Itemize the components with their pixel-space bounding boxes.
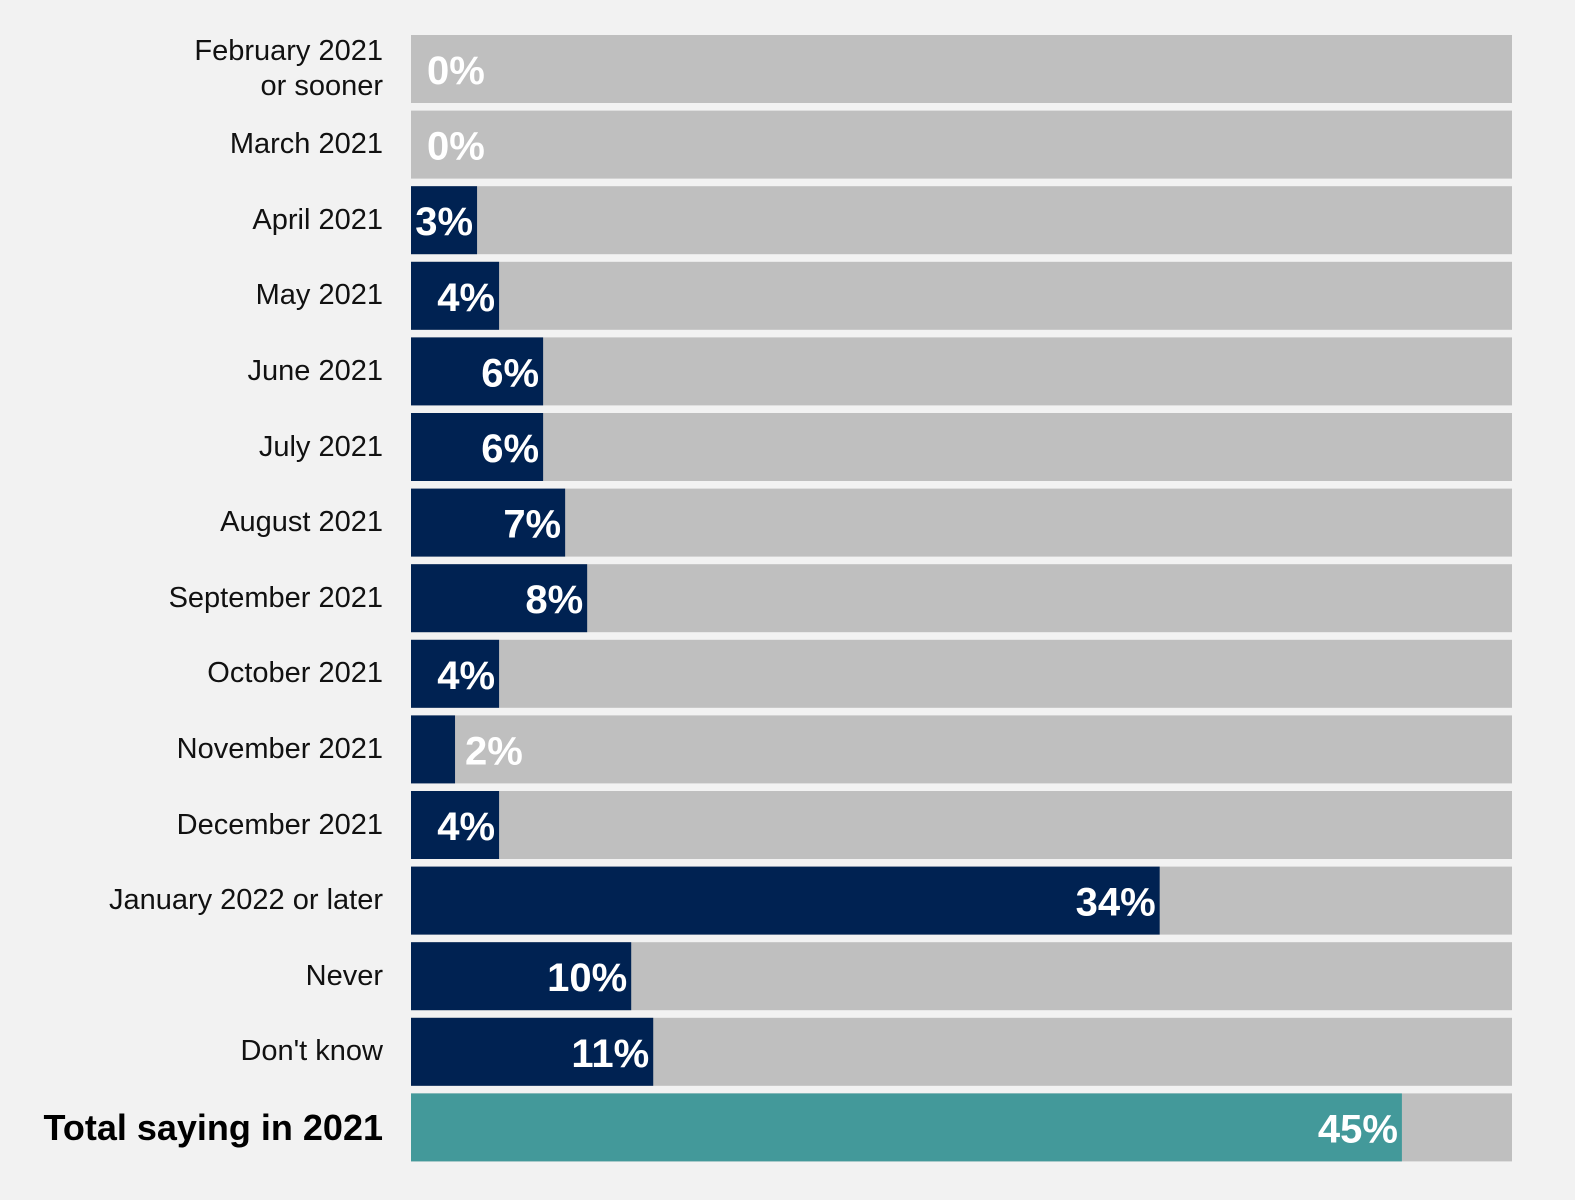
category-label: Total saying in 2021 bbox=[43, 1106, 383, 1148]
value-label: 11% bbox=[571, 1032, 649, 1076]
bar-track bbox=[411, 639, 1512, 708]
value-label: 6% bbox=[481, 427, 539, 471]
value-label: 34% bbox=[1076, 881, 1156, 925]
bar bbox=[411, 942, 632, 1011]
value-label: 7% bbox=[503, 503, 561, 547]
bar-track bbox=[411, 186, 1512, 255]
category-label: Don't know bbox=[240, 1035, 383, 1068]
bar bbox=[411, 261, 500, 330]
bar bbox=[411, 1017, 654, 1086]
value-label: 10% bbox=[547, 956, 627, 1000]
value-label: 0% bbox=[427, 125, 485, 169]
bar-track bbox=[411, 110, 1512, 179]
bar-track bbox=[411, 715, 1512, 784]
bar bbox=[411, 715, 456, 784]
category-label: September 2021 bbox=[168, 581, 383, 614]
bar bbox=[411, 413, 544, 481]
bar bbox=[411, 337, 544, 406]
value-label: 4% bbox=[437, 276, 495, 320]
category-label: November 2021 bbox=[176, 732, 383, 765]
bar-track bbox=[411, 337, 1512, 406]
bar-track bbox=[411, 413, 1512, 481]
category-label: October 2021 bbox=[207, 657, 383, 690]
category-label: December 2021 bbox=[176, 808, 383, 841]
category-label: May 2021 bbox=[255, 279, 383, 312]
value-label: 2% bbox=[465, 729, 523, 773]
value-label: 3% bbox=[415, 200, 473, 244]
category-label: February 2021 or sooner bbox=[194, 35, 383, 102]
bar-track bbox=[411, 35, 1512, 103]
bar bbox=[411, 791, 500, 859]
bar-track bbox=[411, 791, 1512, 859]
value-label: 6% bbox=[481, 351, 539, 395]
value-label: 45% bbox=[1318, 1107, 1398, 1151]
bar bbox=[411, 866, 1160, 935]
category-label: January 2022 or later bbox=[108, 884, 383, 917]
value-label: 4% bbox=[437, 805, 495, 849]
bar bbox=[411, 186, 478, 255]
category-label: March 2021 bbox=[229, 128, 383, 161]
category-label: Never bbox=[305, 959, 383, 992]
bar bbox=[411, 639, 500, 708]
bar bbox=[411, 564, 588, 633]
value-label: 4% bbox=[437, 654, 495, 698]
bar bbox=[411, 1093, 1402, 1162]
bar bbox=[411, 488, 566, 557]
value-label: 0% bbox=[427, 49, 485, 93]
bar-track bbox=[411, 261, 1512, 330]
value-label: 8% bbox=[525, 578, 583, 622]
category-label: August 2021 bbox=[220, 506, 383, 539]
category-label: June 2021 bbox=[247, 354, 383, 387]
bar-track bbox=[411, 488, 1512, 557]
category-label: April 2021 bbox=[252, 203, 383, 236]
bar-track bbox=[411, 564, 1512, 633]
category-label: July 2021 bbox=[258, 430, 383, 463]
